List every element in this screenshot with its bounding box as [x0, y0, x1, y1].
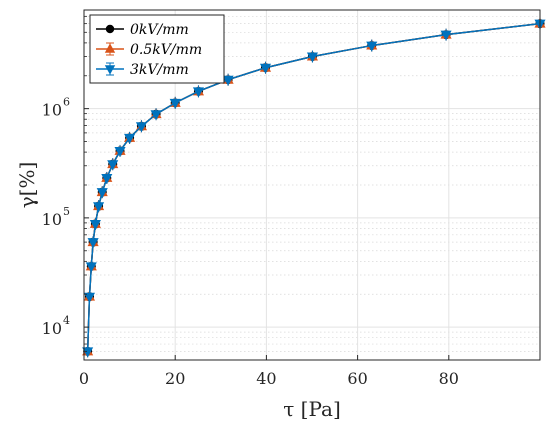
data-point [366, 41, 378, 52]
legend: 0kV/mm 0.5kV/mm 3kV/mm [89, 14, 225, 84]
data-point [222, 75, 234, 86]
x-tick-label: 60 [347, 369, 367, 388]
data-point [169, 98, 181, 109]
x-tick-label: 80 [439, 369, 459, 388]
data-point [192, 87, 205, 98]
data-point [150, 110, 162, 121]
data-point [135, 122, 148, 133]
y-tick-label: 10 [42, 319, 62, 338]
legend-label: 0kV/mm [130, 22, 189, 38]
legend-marker [105, 24, 115, 34]
series-layer [82, 17, 546, 358]
y-tick-label: 10 [42, 210, 62, 229]
y-tick-label: 10 [42, 101, 62, 120]
data-point [82, 347, 94, 358]
legend-label: 0.5kV/mm [130, 42, 202, 58]
legend-marker [104, 65, 116, 75]
legend-item: 3kV/mm [96, 62, 189, 78]
legend-item: 0.5kV/mm [96, 42, 202, 58]
series-2 [82, 17, 546, 358]
data-point [114, 146, 126, 157]
data-point [83, 292, 96, 303]
data-point [107, 160, 119, 171]
data-point [124, 133, 136, 144]
y-axis-title: γ[%] [15, 162, 39, 209]
x-axis-title: τ [Pa] [283, 397, 341, 421]
legend-item: 0kV/mm [96, 22, 189, 38]
data-point [89, 219, 101, 230]
data-point [96, 188, 108, 199]
data-point [306, 52, 319, 63]
data-point [85, 262, 97, 273]
data-point [87, 238, 99, 249]
y-tick-exponent: 4 [63, 314, 70, 327]
x-tick-label: 40 [256, 369, 276, 388]
y-tick-exponent: 5 [63, 205, 70, 218]
x-tick-label: 0 [79, 369, 89, 388]
data-point [440, 30, 452, 41]
legend-marker [104, 43, 116, 53]
y-tick-exponent: 6 [63, 96, 70, 109]
x-tick-label: 20 [165, 369, 185, 388]
legend-label: 3kV/mm [130, 62, 189, 78]
data-point [259, 63, 272, 74]
data-point [101, 173, 113, 184]
data-point [93, 202, 105, 213]
